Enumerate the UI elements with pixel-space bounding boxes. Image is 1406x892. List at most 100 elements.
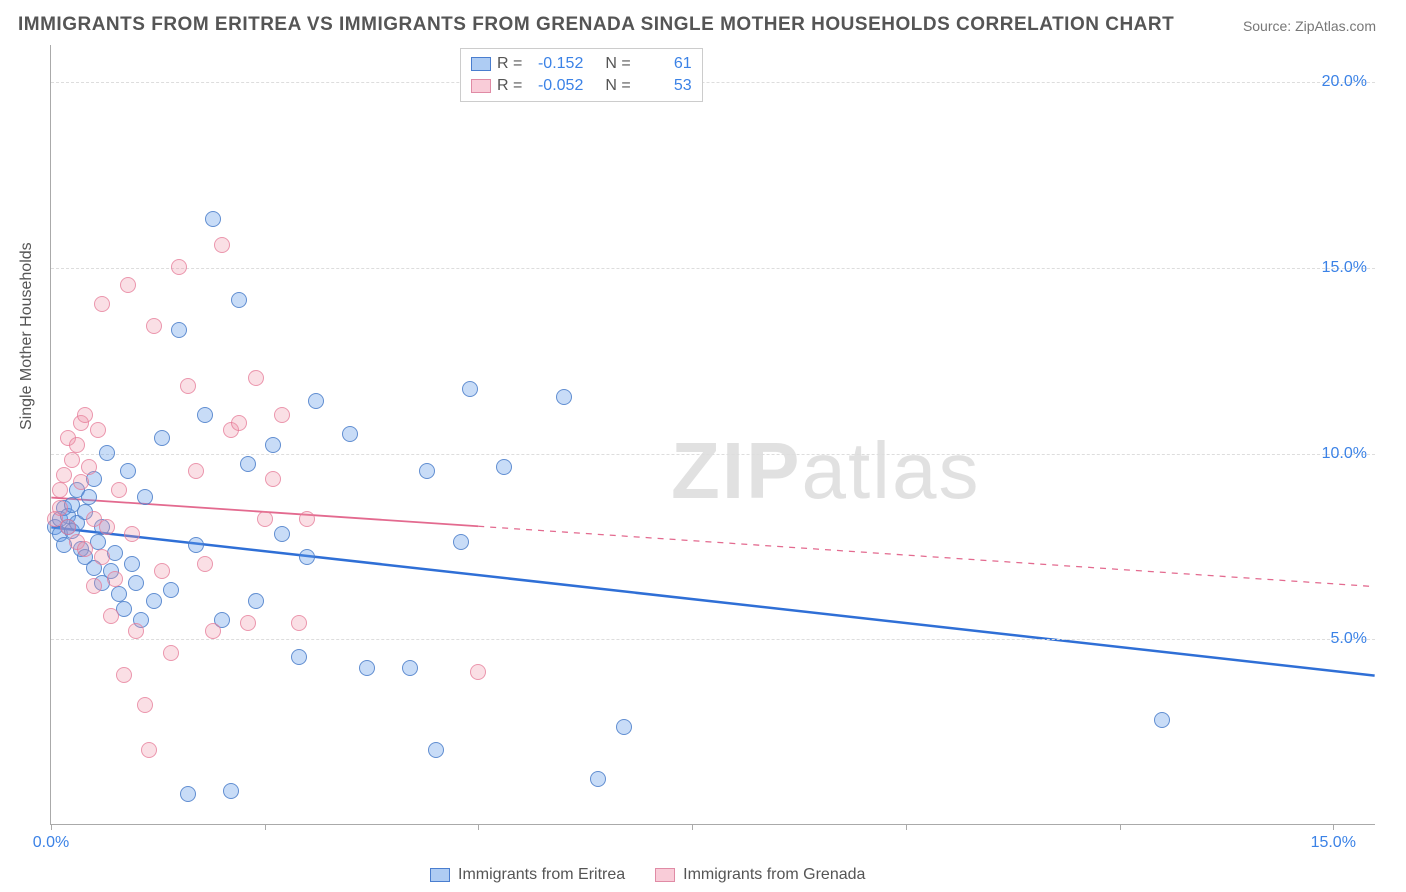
r-value-eritrea: -0.152 <box>528 53 583 75</box>
data-point <box>265 471 281 487</box>
xtick-mark <box>478 824 479 830</box>
data-point <box>77 541 93 557</box>
data-point <box>291 649 307 665</box>
data-point <box>56 467 72 483</box>
data-point <box>111 586 127 602</box>
data-point <box>154 563 170 579</box>
data-point <box>99 519 115 535</box>
data-point <box>94 296 110 312</box>
gridline-horizontal <box>51 454 1375 455</box>
ytick-label: 20.0% <box>1322 73 1367 91</box>
ytick-label: 15.0% <box>1322 259 1367 277</box>
legend-item-grenada: Immigrants from Grenada <box>655 866 865 884</box>
n-label: N = <box>605 53 630 75</box>
data-point <box>274 407 290 423</box>
data-point <box>103 608 119 624</box>
swatch-blue <box>471 57 491 71</box>
data-point <box>116 667 132 683</box>
gridline-horizontal <box>51 639 1375 640</box>
data-point <box>146 318 162 334</box>
n-value-grenada: 53 <box>637 75 692 97</box>
trendlines-layer <box>51 45 1375 824</box>
data-point <box>146 593 162 609</box>
r-value-grenada: -0.052 <box>528 75 583 97</box>
data-point <box>428 742 444 758</box>
xtick-mark <box>692 824 693 830</box>
swatch-pink <box>655 868 675 882</box>
data-point <box>342 426 358 442</box>
stats-row-eritrea: R = -0.152 N = 61 <box>471 53 692 75</box>
data-point <box>556 389 572 405</box>
data-point <box>163 645 179 661</box>
gridline-horizontal <box>51 268 1375 269</box>
data-point <box>111 482 127 498</box>
y-axis-label: Single Mother Households <box>18 242 36 430</box>
data-point <box>124 556 140 572</box>
swatch-pink <box>471 79 491 93</box>
data-point <box>99 445 115 461</box>
legend-label-grenada: Immigrants from Grenada <box>683 866 865 884</box>
data-point <box>124 526 140 542</box>
data-point <box>248 593 264 609</box>
data-point <box>60 519 76 535</box>
data-point <box>94 549 110 565</box>
data-point <box>240 615 256 631</box>
data-point <box>248 370 264 386</box>
trendline-dashed <box>478 526 1374 586</box>
data-point <box>180 378 196 394</box>
ytick-label: 5.0% <box>1331 630 1367 648</box>
data-point <box>214 237 230 253</box>
xtick-mark <box>265 824 266 830</box>
data-point <box>240 456 256 472</box>
xtick-mark <box>51 824 52 830</box>
watermark: ZIPatlas <box>671 425 980 517</box>
data-point <box>137 489 153 505</box>
r-label: R = <box>497 53 522 75</box>
data-point <box>171 322 187 338</box>
xtick-mark <box>1120 824 1121 830</box>
data-point <box>90 422 106 438</box>
r-label: R = <box>497 75 522 97</box>
data-point <box>180 786 196 802</box>
xtick-label: 0.0% <box>33 834 69 852</box>
data-point <box>359 660 375 676</box>
data-point <box>137 697 153 713</box>
data-point <box>77 407 93 423</box>
n-value-eritrea: 61 <box>637 53 692 75</box>
data-point <box>205 623 221 639</box>
chart-title: IMMIGRANTS FROM ERITREA VS IMMIGRANTS FR… <box>18 14 1174 36</box>
data-point <box>1154 712 1170 728</box>
data-point <box>197 407 213 423</box>
data-point <box>470 664 486 680</box>
data-point <box>52 500 68 516</box>
data-point <box>590 771 606 787</box>
data-point <box>128 575 144 591</box>
data-point <box>274 526 290 542</box>
data-point <box>462 381 478 397</box>
data-point <box>64 452 80 468</box>
data-point <box>52 482 68 498</box>
data-point <box>231 292 247 308</box>
data-point <box>616 719 632 735</box>
data-point <box>231 415 247 431</box>
data-point <box>205 211 221 227</box>
data-point <box>107 571 123 587</box>
data-point <box>291 615 307 631</box>
data-point <box>73 474 89 490</box>
data-point <box>419 463 435 479</box>
data-point <box>171 259 187 275</box>
data-point <box>163 582 179 598</box>
series-legend: Immigrants from Eritrea Immigrants from … <box>430 866 865 884</box>
stats-legend: R = -0.152 N = 61 R = -0.052 N = 53 <box>460 48 703 102</box>
stats-row-grenada: R = -0.052 N = 53 <box>471 75 692 97</box>
data-point <box>120 463 136 479</box>
data-point <box>223 783 239 799</box>
data-point <box>299 549 315 565</box>
swatch-blue <box>430 868 450 882</box>
n-label: N = <box>605 75 630 97</box>
data-point <box>154 430 170 446</box>
xtick-mark <box>1333 824 1334 830</box>
legend-label-eritrea: Immigrants from Eritrea <box>458 866 625 884</box>
data-point <box>69 437 85 453</box>
data-point <box>120 277 136 293</box>
